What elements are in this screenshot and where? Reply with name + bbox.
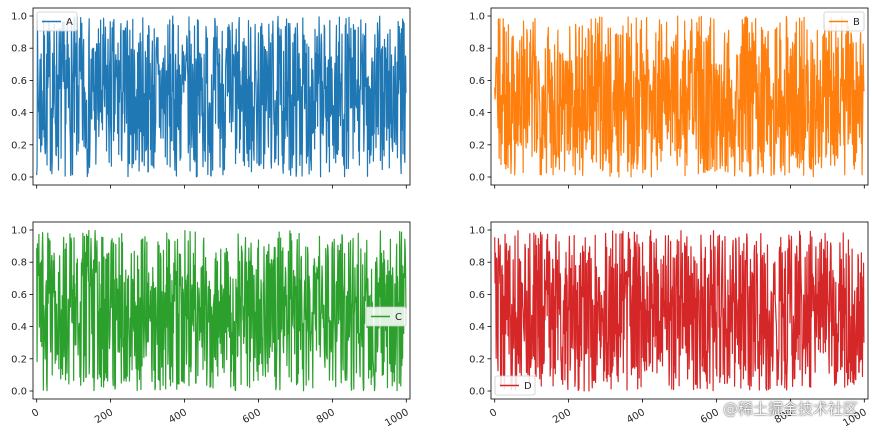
subplot-c: 0.0 0.2 0.4 0.6 0.8 1.0 0 200 400 600 800 1000 C — [11, 221, 411, 429]
x-tick-label: 600 — [699, 407, 721, 426]
y-tick-label: 0.0 — [11, 387, 27, 398]
subplot-b: 0.0 0.2 0.4 0.6 0.8 1.0 B — [469, 7, 869, 189]
x-tick-label: 200 — [551, 407, 573, 426]
y-tick-label: 0.4 — [11, 322, 27, 333]
x-tick-label: 200 — [93, 407, 115, 426]
y-tick-label: 0.4 — [469, 108, 485, 119]
x-tick-label: 400 — [167, 407, 189, 426]
y-tick-label: 0.4 — [11, 108, 27, 119]
y-tick-label: 0.0 — [469, 387, 485, 398]
watermark: @稀土掘金技术社区 — [722, 400, 858, 418]
x-tick-label: 0 — [30, 407, 41, 420]
y-tick-label: 1.0 — [469, 12, 485, 23]
y-tick-label: 0.6 — [11, 76, 27, 87]
legend-b: B — [823, 11, 865, 32]
legend-label: B — [853, 17, 860, 28]
x-tick-label: 1000 — [383, 407, 411, 429]
legend-label: D — [524, 381, 532, 392]
y-tick-label: 0.6 — [469, 290, 485, 301]
legend-c: C — [365, 306, 407, 327]
series-line-d — [494, 229, 865, 392]
y-tick-label: 1.0 — [11, 12, 27, 23]
y-tick-label: 0.4 — [469, 322, 485, 333]
legend-a: A — [36, 11, 78, 32]
y-tick-label: 0.0 — [469, 173, 485, 184]
y-tick-label: 0.8 — [11, 258, 27, 269]
x-tick-label: 800 — [315, 407, 337, 426]
y-tick-label: 0.8 — [469, 44, 485, 55]
x-tick-label: 0 — [488, 407, 499, 420]
y-tick-label: 0.2 — [11, 140, 27, 151]
legend-label: C — [395, 312, 402, 323]
y-tick-label: 0.0 — [11, 173, 27, 184]
series-line-a — [36, 15, 407, 178]
y-tick-label: 0.2 — [11, 354, 27, 365]
series-line-c — [36, 229, 407, 392]
y-tick-label: 0.8 — [469, 258, 485, 269]
subplot-a: 0.0 0.2 0.4 0.6 0.8 1.0 A — [11, 7, 411, 189]
y-tick-label: 1.0 — [469, 226, 485, 237]
y-tick-label: 1.0 — [11, 226, 27, 237]
series-line-b — [494, 15, 865, 178]
y-tick-label: 0.6 — [11, 290, 27, 301]
y-tick-label: 0.2 — [469, 354, 485, 365]
legend-d: D — [494, 375, 536, 396]
x-tick-label: 600 — [241, 407, 263, 426]
legend-label: A — [66, 17, 73, 28]
y-tick-label: 0.6 — [469, 76, 485, 87]
x-tick-label: 400 — [625, 407, 647, 426]
y-tick-label: 0.2 — [469, 140, 485, 151]
y-tick-label: 0.8 — [11, 44, 27, 55]
